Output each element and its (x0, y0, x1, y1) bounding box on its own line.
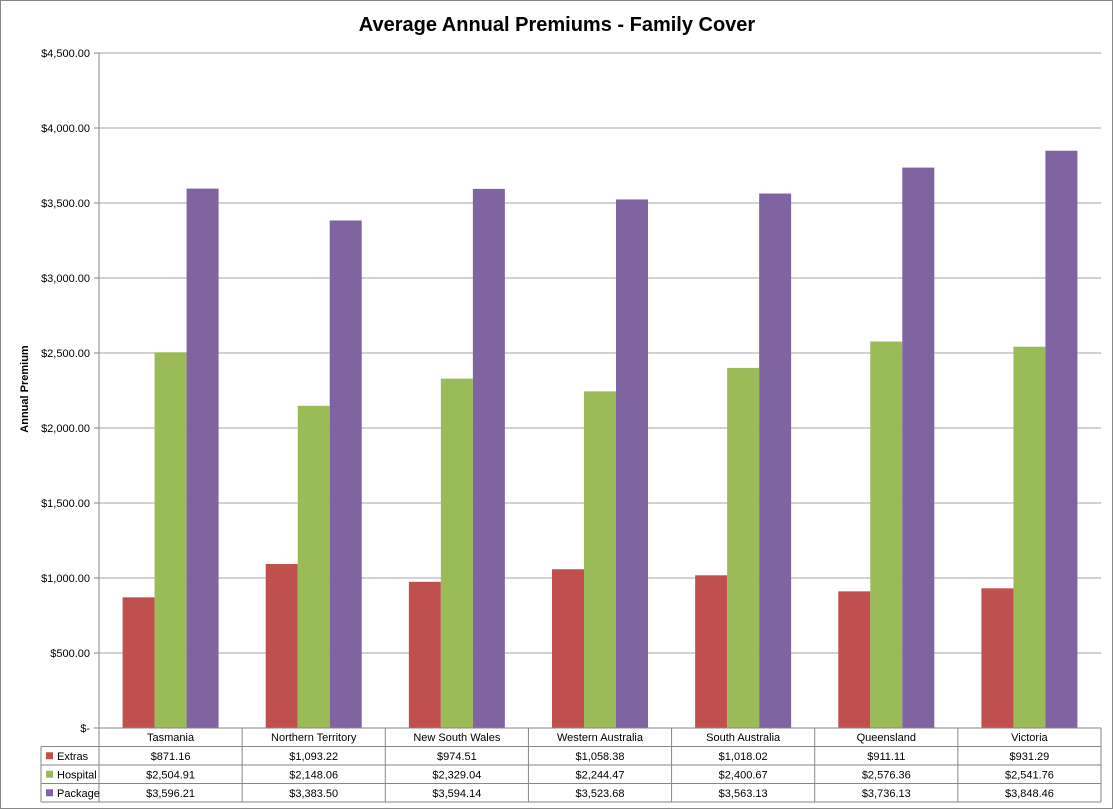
data-label-extras: $1,018.02 (719, 751, 768, 763)
bars (122, 150, 1078, 729)
bar-hospital-queensland (870, 341, 903, 728)
data-label-extras: $1,093.22 (289, 751, 338, 763)
y-tick-label: $1,500.00 (41, 498, 90, 510)
bar-hospital-south-australia (727, 367, 760, 728)
legend-label-hospital: Hospital (57, 769, 97, 781)
data-label-hospital: $2,244.47 (576, 769, 625, 781)
legend-label-package: Package (57, 788, 100, 800)
data-label-hospital: $2,541.76 (1005, 769, 1054, 781)
category-label: Northern Territory (271, 732, 357, 744)
bar-hospital-western-australia (584, 391, 616, 728)
data-label-extras: $1,058.38 (576, 751, 625, 763)
bar-extras-south-australia (695, 575, 728, 728)
bar-package-queensland (902, 167, 935, 728)
category-label: South Australia (706, 732, 781, 744)
data-label-hospital: $2,576.36 (862, 769, 911, 781)
data-label-extras: $911.11 (867, 751, 905, 763)
y-tick-label: $3,500.00 (41, 198, 90, 210)
category-label: Victoria (1011, 732, 1048, 744)
bar-hospital-new-south-wales (440, 378, 473, 728)
legend-swatch-hospital (46, 770, 53, 778)
bar-package-northern-territory (329, 220, 362, 728)
data-table: Tasmania Northern Territory New South Wale… (40, 727, 1102, 803)
bar-hospital-northern-territory (297, 405, 330, 728)
bar-extras-victoria (981, 588, 1014, 728)
category-label: Western Australia (557, 732, 644, 744)
bar-extras-new-south-wales (408, 581, 441, 728)
data-label-extras: $871.16 (151, 751, 191, 763)
legend-label-extras: Extras (57, 751, 89, 763)
data-label-package: $3,383.50 (289, 788, 338, 800)
data-label-package: $3,596.21 (146, 788, 195, 800)
y-axis-ticks: $- $500.00 $1,000.00 $1,500.00 $2,000.00 $2,5… (41, 48, 100, 735)
category-label: Tasmania (147, 732, 195, 744)
y-axis-label: Annual Premium (19, 345, 31, 433)
data-label-extras: $931.29 (1010, 751, 1050, 763)
data-label-extras: $974.51 (437, 751, 477, 763)
bar-extras-queensland (838, 591, 871, 728)
bar-extras-northern-territory (265, 564, 298, 728)
category-label: New South Wales (413, 732, 501, 744)
y-tick-label: $1,000.00 (41, 573, 90, 585)
bar-hospital-tasmania (154, 352, 187, 728)
y-tick-label: $- (80, 723, 90, 735)
bar-package-western-australia (616, 199, 648, 728)
data-label-hospital: $2,400.67 (719, 769, 768, 781)
bar-package-tasmania (186, 188, 219, 729)
data-label-package: $3,736.13 (862, 788, 911, 800)
bar-package-victoria (1045, 150, 1078, 728)
y-tick-label: $4,000.00 (41, 123, 90, 135)
legend-swatch-package (46, 789, 53, 797)
chart-title: Average Annual Premiums - Family Cover (359, 14, 756, 36)
data-label-package: $3,594.14 (432, 788, 481, 800)
bar-extras-tasmania (122, 597, 155, 728)
bar-extras-western-australia (552, 569, 584, 728)
data-label-hospital: $2,329.04 (432, 769, 481, 781)
data-label-package: $3,523.68 (576, 788, 625, 800)
y-tick-label: $500.00 (50, 648, 90, 660)
category-label: Queensland (857, 732, 916, 744)
legend-swatch-extras (46, 752, 53, 760)
bar-hospital-victoria (1013, 346, 1046, 728)
bar-package-new-south-wales (472, 188, 505, 728)
bar-package-south-australia (759, 193, 792, 728)
data-label-package: $3,563.13 (719, 788, 768, 800)
data-label-hospital: $2,504.91 (146, 769, 195, 781)
y-tick-label: $4,500.00 (41, 48, 90, 60)
y-tick-label: $2,500.00 (41, 348, 90, 360)
y-tick-label: $3,000.00 (41, 273, 90, 285)
y-tick-label: $2,000.00 (41, 423, 90, 435)
data-label-package: $3,848.46 (1005, 788, 1054, 800)
data-label-hospital: $2,148.06 (289, 769, 338, 781)
